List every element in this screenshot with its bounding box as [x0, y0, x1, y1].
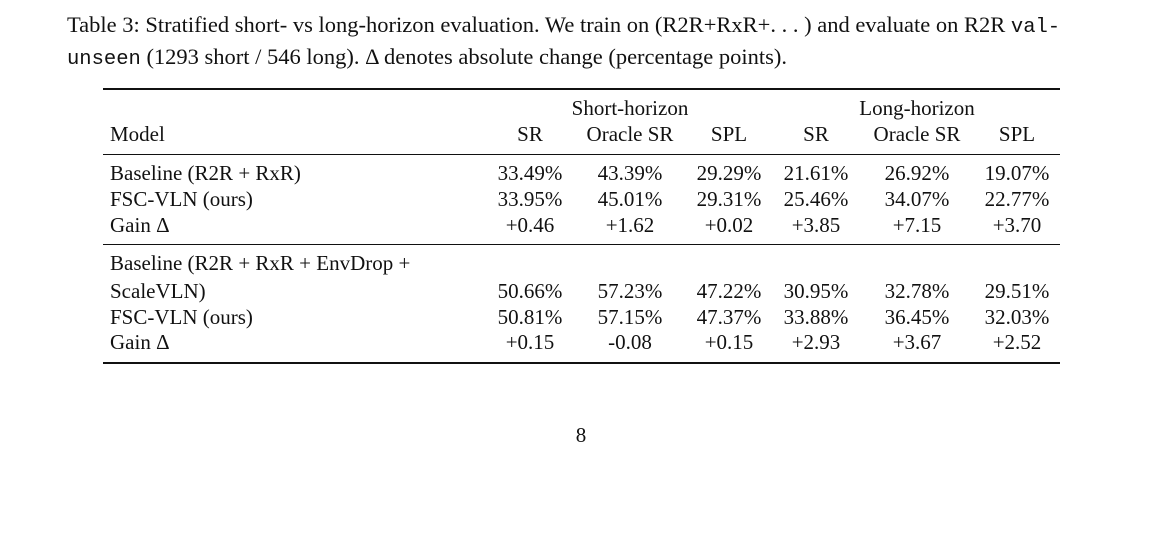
table-cell: +0.46 — [505, 213, 555, 237]
table-cell: 26.92% — [884, 161, 950, 185]
col-header-oracle-sr-short: Oracle SR — [586, 122, 674, 146]
table-cell: +7.15 — [892, 213, 942, 237]
table-cell: 34.07% — [884, 187, 950, 211]
row-model: Gain Δ — [110, 330, 170, 354]
table-caption: Table 3: Stratified short- vs long-horiz… — [67, 10, 1127, 74]
bottom-rule — [103, 362, 1060, 364]
row-model: FSC-VLN (ours) — [110, 187, 253, 211]
col-header-model: Model — [110, 122, 165, 146]
table-cell: +0.15 — [704, 330, 754, 354]
row-model-line1: Baseline (R2R + RxR + EnvDrop + — [110, 251, 411, 275]
table-cell: +3.85 — [791, 213, 841, 237]
table-cell: +3.70 — [992, 213, 1042, 237]
group-header-long: Long-horizon — [859, 96, 975, 120]
table-cell: 50.66% — [497, 279, 563, 303]
table-cell: 47.37% — [696, 305, 762, 329]
row-model: Baseline (R2R + RxR) — [110, 161, 301, 185]
table-cell: +1.62 — [605, 213, 655, 237]
row-model: Gain Δ — [110, 213, 170, 237]
col-header-oracle-sr-long: Oracle SR — [873, 122, 961, 146]
row-model: ScaleVLN) — [110, 279, 206, 303]
table-cell: 30.95% — [783, 279, 849, 303]
caption-text-1: Table 3: Stratified short- vs long-horiz… — [67, 12, 1011, 37]
table-cell: +2.93 — [791, 330, 841, 354]
row-model: FSC-VLN (ours) — [110, 305, 253, 329]
table-cell: 29.29% — [696, 161, 762, 185]
table-cell: +0.02 — [704, 213, 754, 237]
table-cell: 25.46% — [783, 187, 849, 211]
header-rule — [103, 154, 1060, 155]
block-divider-rule — [103, 244, 1060, 245]
table-cell: 57.15% — [597, 305, 663, 329]
table-cell: 29.51% — [984, 279, 1050, 303]
caption-text-2: (1293 short / 546 long). Δ denotes absol… — [140, 44, 787, 69]
table-cell: 33.49% — [497, 161, 563, 185]
table-cell: 36.45% — [884, 305, 950, 329]
table-cell: +3.67 — [892, 330, 942, 354]
col-header-spl-long: SPL — [998, 122, 1036, 146]
table-cell: 33.88% — [783, 305, 849, 329]
group-header-short: Short-horizon — [571, 96, 689, 120]
table-cell: 29.31% — [696, 187, 762, 211]
col-header-sr-short: SR — [517, 122, 543, 146]
col-header-spl-short: SPL — [710, 122, 748, 146]
table-cell: +0.15 — [505, 330, 555, 354]
table-cell: 33.95% — [497, 187, 563, 211]
table-cell: +2.52 — [992, 330, 1042, 354]
table-cell: -0.08 — [608, 330, 652, 354]
col-header-sr-long: SR — [803, 122, 829, 146]
table-cell: 22.77% — [984, 187, 1050, 211]
table-cell: 21.61% — [783, 161, 849, 185]
table-cell: 19.07% — [984, 161, 1050, 185]
table-cell: 43.39% — [597, 161, 663, 185]
table-cell: 47.22% — [696, 279, 762, 303]
caption-code: val-unseen — [67, 16, 1061, 71]
table-cell: 45.01% — [597, 187, 663, 211]
table-cell: 57.23% — [597, 279, 663, 303]
table-cell: 32.78% — [884, 279, 950, 303]
table-cell: 32.03% — [984, 305, 1050, 329]
table-cell: 50.81% — [497, 305, 563, 329]
top-rule — [103, 88, 1060, 90]
page-number: 8 — [575, 423, 587, 447]
